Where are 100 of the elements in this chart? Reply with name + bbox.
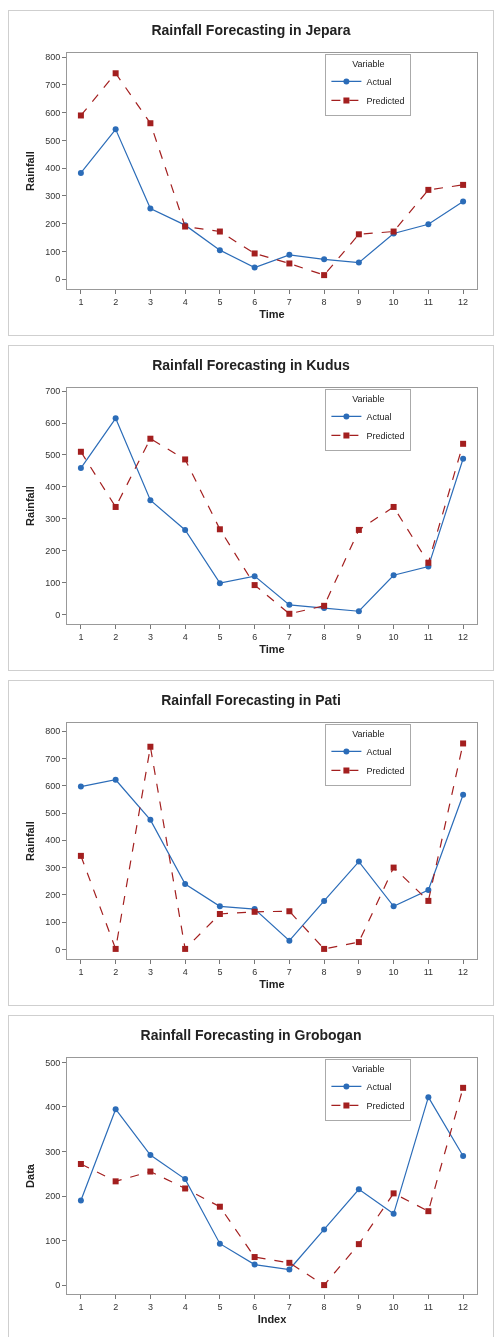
x-tick-label: 11 [423, 966, 434, 977]
point [321, 945, 328, 952]
x-tick-label: 1 [78, 631, 84, 642]
point [77, 465, 84, 472]
x-tick-label: 1 [78, 1301, 84, 1312]
y-tick-label: 700 [45, 753, 61, 764]
point [286, 1259, 293, 1266]
point [460, 1084, 467, 1091]
y-tick-label: 400 [45, 1102, 61, 1113]
point [460, 791, 467, 798]
x-axis-title: Index [257, 1313, 288, 1325]
point [390, 1190, 397, 1197]
x-tick-label: 8 [321, 296, 327, 307]
y-tick-label: 0 [55, 609, 61, 620]
x-tick-label: 10 [388, 296, 399, 307]
point [216, 1203, 223, 1210]
y-tick-label: 200 [45, 1191, 61, 1202]
legend-label: Predicted [366, 765, 405, 776]
point [147, 1152, 154, 1159]
point [390, 864, 397, 871]
y-tick-label: 600 [45, 780, 61, 791]
x-tick-label: 4 [182, 631, 188, 642]
x-tick-label: 6 [252, 296, 258, 307]
y-tick-label: 0 [55, 274, 61, 285]
x-tick-label: 1 [78, 296, 84, 307]
x-tick-label: 6 [252, 1301, 258, 1312]
y-tick-label: 600 [45, 418, 61, 429]
x-tick-label: 10 [388, 631, 399, 642]
point [425, 221, 432, 228]
y-tick-label: 500 [45, 135, 61, 146]
x-tick-label: 3 [147, 631, 153, 642]
point [321, 1226, 328, 1233]
point [216, 1240, 223, 1247]
point [355, 526, 362, 533]
x-axis-title: Time [259, 978, 285, 990]
x-tick-label: 9 [356, 1301, 362, 1312]
legend-title: Variable [352, 1063, 385, 1074]
point [390, 572, 397, 579]
x-tick-label: 3 [147, 966, 153, 977]
x-axis-title: Time [259, 308, 285, 320]
point [460, 455, 467, 462]
point [182, 456, 189, 463]
x-tick-label: 8 [321, 1301, 327, 1312]
point [216, 903, 223, 910]
point [355, 1186, 362, 1193]
point [425, 559, 432, 566]
x-tick-label: 2 [113, 1301, 119, 1312]
point [321, 272, 328, 279]
x-tick-label: 8 [321, 631, 327, 642]
chart-title: Rainfall Forecasting in Grobogan [140, 1027, 362, 1044]
x-tick-label: 12 [458, 296, 469, 307]
legend-label: Actual [366, 76, 392, 87]
y-tick-label: 500 [45, 450, 61, 461]
legend-title: Variable [352, 728, 385, 739]
point [182, 1176, 189, 1183]
point [286, 610, 293, 617]
point [77, 169, 84, 176]
point [425, 897, 432, 904]
point [216, 228, 223, 235]
y-tick-label: 600 [45, 107, 61, 118]
y-axis-title: Rainfall [23, 821, 36, 861]
point [321, 897, 328, 904]
y-axis-title: Rainfall [23, 151, 36, 191]
point [251, 1261, 258, 1268]
point [251, 264, 258, 271]
point [286, 260, 293, 267]
point [216, 247, 223, 254]
y-tick-label: 100 [45, 1235, 61, 1246]
point [460, 198, 467, 205]
point [147, 497, 154, 504]
y-tick-label: 700 [45, 386, 61, 397]
legend-label: Predicted [366, 430, 405, 441]
point [147, 1168, 154, 1175]
point [355, 939, 362, 946]
point [112, 126, 119, 133]
x-tick-label: 12 [458, 631, 469, 642]
point [112, 70, 119, 77]
y-tick-label: 0 [55, 944, 61, 955]
point [182, 1185, 189, 1192]
x-axis-title: Time [259, 643, 285, 655]
point [147, 120, 154, 127]
point [216, 580, 223, 587]
point [216, 526, 223, 533]
y-tick-label: 500 [45, 1057, 61, 1068]
point [425, 886, 432, 893]
point [286, 908, 293, 915]
y-tick-label: 200 [45, 890, 61, 901]
point [390, 1210, 397, 1217]
legend-label: Predicted [366, 1100, 405, 1111]
x-tick-label: 12 [458, 1301, 469, 1312]
y-tick-label: 700 [45, 80, 61, 91]
point [460, 440, 467, 447]
point [321, 256, 328, 263]
point [355, 259, 362, 266]
point [251, 250, 258, 257]
point [355, 858, 362, 865]
point [355, 608, 362, 615]
y-tick-label: 200 [45, 545, 61, 556]
x-tick-label: 6 [252, 631, 258, 642]
x-tick-label: 7 [286, 1301, 292, 1312]
